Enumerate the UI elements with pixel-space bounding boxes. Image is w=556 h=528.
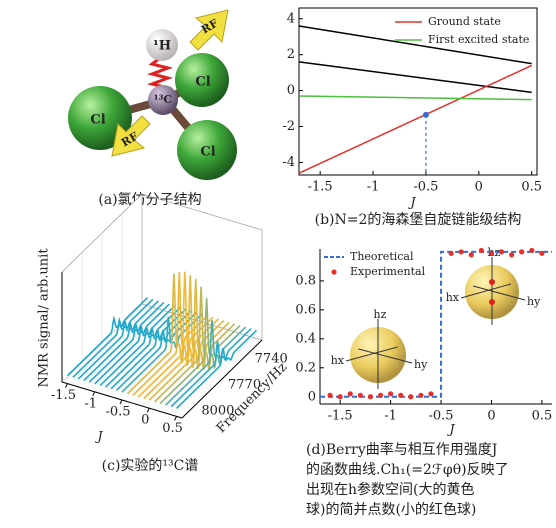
x-tick-label: -0.5 <box>105 405 130 420</box>
y-tick-label: 0.8 <box>295 273 316 288</box>
data-point <box>529 248 534 253</box>
inset-label: hy <box>414 358 428 371</box>
y-tick-label: -2 <box>282 119 295 134</box>
legend-label: First excited state <box>428 33 529 46</box>
inset-label: hx <box>446 291 460 304</box>
y-tick-label: 0 <box>287 83 295 98</box>
series-line <box>299 65 532 173</box>
x-tick-label: -1.5 <box>328 409 353 424</box>
figure: ¹H ¹³C Cl Cl Cl RF RF (a)氯仿分子结构 -4 -2 0 2 4 -… <box>0 0 556 528</box>
x-tick <box>120 400 122 404</box>
y-tick-label: 0 <box>308 389 316 404</box>
data-point <box>479 248 484 253</box>
x-tick <box>175 416 177 420</box>
x-tick-label: 0.5 <box>532 409 553 424</box>
caption: (a)氯仿分子结构 <box>98 192 201 208</box>
atom-label: ¹³C <box>154 93 173 106</box>
x-axis-label: J <box>446 423 455 438</box>
data-point <box>418 393 423 398</box>
inset-label: hx <box>331 354 345 367</box>
data-point <box>348 391 353 396</box>
degeneracy-point <box>489 279 495 285</box>
degeneracy-point <box>489 299 495 305</box>
data-point <box>449 251 454 256</box>
atom-label: ¹H <box>153 39 171 54</box>
critical-point <box>423 112 429 118</box>
x-tick-label: 0 <box>475 180 483 195</box>
data-point <box>539 251 544 256</box>
data-point <box>469 252 474 257</box>
data-point <box>368 394 373 399</box>
y-tick-label: 4 <box>287 11 295 26</box>
x-axis-label: J <box>407 196 416 211</box>
caption: (c)实验的¹³C谱 <box>102 458 199 474</box>
x-tick-label: -0.5 <box>413 180 438 195</box>
data-point <box>358 393 363 398</box>
x-tick <box>147 408 149 412</box>
z-axis-label: NMR signal/ arb.unit <box>37 248 52 388</box>
x-tick-label: 0 <box>487 409 495 424</box>
y-tick-label: 0.6 <box>295 302 316 317</box>
series-line <box>299 62 532 93</box>
x-tick <box>65 384 67 388</box>
x-tick-label: -0.5 <box>429 409 454 424</box>
x-axis-label: J <box>94 430 103 445</box>
caption-line: (d)Berry曲率与相互作用强度J <box>306 441 497 458</box>
data-point <box>338 394 343 399</box>
x-tick-label: 0 <box>141 413 149 428</box>
caption-line: 球)的简并点数(小的红色球) <box>306 501 476 518</box>
data-point <box>509 252 514 257</box>
data-point <box>459 249 464 254</box>
waterfall: -1.5-1-0.500.5774077708000JFrequency/HzN… <box>37 194 291 445</box>
legend-label: Ground state <box>428 15 501 28</box>
legend-swatch <box>331 269 336 274</box>
series-line <box>299 96 532 100</box>
x-tick-label: -1 <box>84 396 97 411</box>
caption-line: 的函数曲线.Ch₁(=2ℱφθ)反映了 <box>306 462 509 478</box>
legend-label: Experimental <box>350 265 426 278</box>
x-tick-label: -1.5 <box>308 180 333 195</box>
x-tick-label: -1 <box>367 180 380 195</box>
caption: (b)N=2的海森堡自旋链能级结构 <box>315 212 522 228</box>
x-tick-label: 0.5 <box>521 180 542 195</box>
legend-label: Theoretical <box>350 250 414 263</box>
atom-label: Cl <box>200 145 215 160</box>
x-tick <box>93 392 95 396</box>
data-point <box>388 391 393 396</box>
x-tick-label: -1 <box>384 409 397 424</box>
data-point <box>519 249 524 254</box>
y-tick-label: -4 <box>282 155 295 170</box>
atom-label: Cl <box>195 75 210 90</box>
y-tick-label: 0.2 <box>295 360 316 375</box>
data-point <box>378 393 383 398</box>
y-tick-label: 0.4 <box>295 331 316 346</box>
molecule: ¹H ¹³C Cl Cl Cl RF RF <box>68 10 237 180</box>
inset-label: hy <box>527 295 541 308</box>
y-tick-label: 2 <box>287 47 295 62</box>
data-point <box>327 393 332 398</box>
atom-label: Cl <box>90 113 105 128</box>
x-tick-label: 0.5 <box>162 421 183 436</box>
x-tick-label: -1.5 <box>51 388 76 403</box>
caption-line: 出现在h参数空间(大的黄色 <box>306 481 474 498</box>
data-point <box>499 249 504 254</box>
data-point <box>428 391 433 396</box>
data-point <box>408 394 413 399</box>
inset-label: hz <box>374 308 387 321</box>
data-point <box>489 251 494 256</box>
data-point <box>398 393 403 398</box>
